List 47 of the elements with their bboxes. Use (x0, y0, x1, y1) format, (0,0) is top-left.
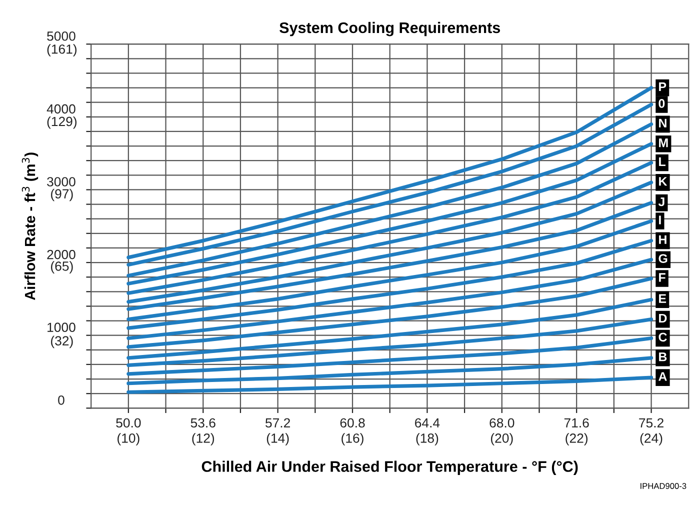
x2-tick-label: (24) (640, 433, 662, 446)
series-label: 0 (658, 99, 665, 108)
x2-tick-label: (16) (342, 433, 364, 446)
series-label: L (659, 157, 666, 166)
series-label: P (659, 82, 666, 92)
series-label: D (659, 314, 667, 323)
x-tick-label: 50.0 (116, 418, 141, 428)
series-label: G (658, 254, 668, 263)
x2-tick-label: (22) (566, 433, 588, 446)
series-label: K (659, 177, 668, 186)
y2-tick-label: (97) (51, 188, 73, 202)
series-label: I (659, 216, 661, 224)
y-tick-label: 3000 (47, 177, 76, 186)
x2-tick-label: (14) (266, 433, 289, 446)
x-axis-title: Chilled Air Under Raised Floor Temperature - °F (°C) (202, 460, 578, 475)
series-label: A (658, 372, 667, 381)
y-tick-label: 1000 (48, 322, 76, 332)
series-label: J (658, 197, 664, 206)
series-label: M (659, 138, 668, 148)
x-tick-label: 57.2 (266, 418, 290, 428)
y-tick-label: 0 (58, 395, 64, 405)
x-tick-label: 75.2 (639, 418, 664, 428)
chart-title: System Cooling Requirements (280, 22, 500, 36)
x-tick-label: 53.6 (190, 418, 216, 428)
series-label: F (659, 273, 666, 282)
series-label: C (658, 332, 667, 342)
y-tick-label: 2000 (47, 250, 76, 260)
series-label: E (659, 294, 666, 303)
x2-tick-label: (18) (416, 433, 438, 446)
y-tick-label: 4000 (46, 104, 76, 114)
x-tick-label: 60.8 (340, 418, 365, 428)
series-label: N (659, 118, 666, 128)
y2-tick-label: (65) (51, 261, 73, 274)
x-tick-label: 64.4 (415, 418, 440, 428)
x-tick-label: 71.6 (564, 418, 589, 428)
y2-tick-label: (129) (47, 116, 76, 129)
y2-tick-label: (161) (47, 44, 76, 56)
text: IPHAD900-3 (640, 483, 686, 489)
y-axis-title: Airflow Rate - ft$^{3}$ (m$^{3}$) (22, 152, 38, 300)
x2-tick-label: (10) (118, 433, 140, 446)
y2-tick-label: (32) (51, 336, 73, 348)
series-label: B (659, 352, 667, 362)
x2-tick-label: (20) (490, 433, 513, 446)
x2-tick-label: (12) (192, 433, 214, 446)
x-tick-label: 68.0 (490, 418, 514, 428)
series-label: H (659, 235, 666, 244)
y-tick-label: 5000 (47, 31, 76, 41)
